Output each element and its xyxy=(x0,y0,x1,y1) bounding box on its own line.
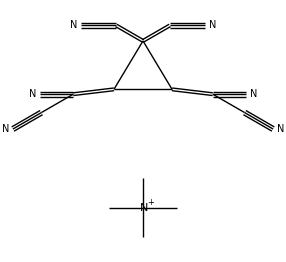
Text: N: N xyxy=(140,203,148,212)
Text: N: N xyxy=(2,124,9,134)
Text: N: N xyxy=(277,124,284,134)
Text: N: N xyxy=(29,89,36,99)
Text: +: + xyxy=(147,198,154,207)
Text: N: N xyxy=(250,89,257,99)
Text: N: N xyxy=(70,20,78,30)
Text: N: N xyxy=(208,20,216,30)
